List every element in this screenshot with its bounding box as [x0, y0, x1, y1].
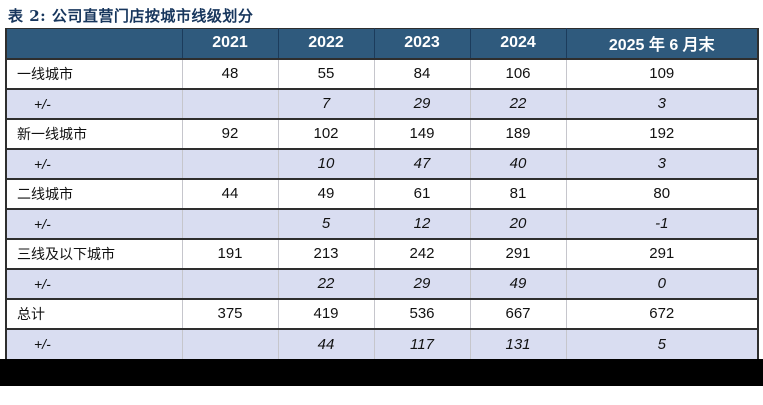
- delta-row: +/- 44 117 131 5: [6, 327, 758, 359]
- value-cell: 80: [565, 177, 758, 209]
- value-cell: 117: [373, 327, 470, 359]
- value-cell: 20: [469, 207, 566, 239]
- value-cell: 191: [181, 237, 278, 269]
- value-cell: 10: [277, 147, 374, 179]
- value-cell: 672: [565, 297, 758, 329]
- value-cell: [181, 327, 278, 359]
- row-label: 二线城市: [6, 177, 182, 209]
- value-cell: 84: [373, 57, 470, 89]
- city-row: 一线城市 48 55 84 106 109: [6, 57, 758, 89]
- column-header: 2022: [277, 28, 374, 59]
- value-cell: 29: [373, 267, 470, 299]
- city-row: 三线及以下城市 191 213 242 291 291: [6, 237, 758, 269]
- value-cell: 109: [565, 57, 758, 89]
- value-cell: 92: [181, 117, 278, 149]
- value-cell: 48: [181, 57, 278, 89]
- value-cell: 49: [469, 267, 566, 299]
- row-label: +/-: [6, 267, 182, 299]
- value-cell: 419: [277, 297, 374, 329]
- value-cell: [181, 87, 278, 119]
- value-cell: 5: [277, 207, 374, 239]
- row-label: +/-: [6, 327, 182, 359]
- row-label: 三线及以下城市: [6, 237, 182, 269]
- value-cell: 7: [277, 87, 374, 119]
- value-cell: 242: [373, 237, 470, 269]
- city-row: 新一线城市 92 102 149 189 192: [6, 117, 758, 149]
- value-cell: 61: [373, 177, 470, 209]
- value-cell: 149: [373, 117, 470, 149]
- value-cell: 22: [469, 87, 566, 119]
- row-label: 总计: [6, 297, 182, 329]
- value-cell: -1: [565, 207, 758, 239]
- value-cell: 3: [565, 147, 758, 179]
- column-header: 2023: [373, 28, 470, 59]
- row-label: +/-: [6, 87, 182, 119]
- value-cell: 44: [277, 327, 374, 359]
- value-cell: 192: [565, 117, 758, 149]
- value-cell: 5: [565, 327, 758, 359]
- delta-row: +/- 5 12 20 -1: [6, 207, 758, 239]
- value-cell: 22: [277, 267, 374, 299]
- city-tier-store-table: 2021 2022 2023 2024 2025 年 6 月末 一线城市 48 55 84 10…: [5, 28, 759, 359]
- value-cell: 29: [373, 87, 470, 119]
- value-cell: 667: [469, 297, 566, 329]
- bottom-black-bar: [0, 358, 763, 386]
- value-cell: 131: [469, 327, 566, 359]
- city-row: 二线城市 44 49 61 81 80: [6, 177, 758, 209]
- value-cell: 0: [565, 267, 758, 299]
- delta-row: +/- 7 29 22 3: [6, 87, 758, 119]
- value-cell: 102: [277, 117, 374, 149]
- delta-row: +/- 22 29 49 0: [6, 267, 758, 299]
- value-cell: 3: [565, 87, 758, 119]
- value-cell: 536: [373, 297, 470, 329]
- city-row: 总计 375 419 536 667 672: [6, 297, 758, 329]
- value-cell: 291: [565, 237, 758, 269]
- delta-row: +/- 10 47 40 3: [6, 147, 758, 179]
- table-title: 表 2: 公司直营门店按城市线级划分: [8, 7, 254, 25]
- value-cell: 213: [277, 237, 374, 269]
- row-label: 新一线城市: [6, 117, 182, 149]
- row-label: +/-: [6, 207, 182, 239]
- value-cell: 106: [469, 57, 566, 89]
- column-header: 2021: [181, 28, 278, 59]
- value-cell: 44: [181, 177, 278, 209]
- corner-cell: [6, 28, 182, 59]
- column-header: 2024: [469, 28, 566, 59]
- value-cell: 375: [181, 297, 278, 329]
- value-cell: 40: [469, 147, 566, 179]
- value-cell: 49: [277, 177, 374, 209]
- row-label: 一线城市: [6, 57, 182, 89]
- value-cell: 55: [277, 57, 374, 89]
- value-cell: [181, 147, 278, 179]
- row-label: +/-: [6, 147, 182, 179]
- column-header: 2025 年 6 月末: [565, 28, 758, 59]
- value-cell: [181, 267, 278, 299]
- value-cell: 291: [469, 237, 566, 269]
- header-row: 2021 2022 2023 2024 2025 年 6 月末: [6, 28, 758, 59]
- value-cell: [181, 207, 278, 239]
- value-cell: 12: [373, 207, 470, 239]
- value-cell: 81: [469, 177, 566, 209]
- table-body: 一线城市 48 55 84 106 109 +/- 7 29 22 3 新一线城市 92 102 149 18…: [6, 57, 758, 359]
- value-cell: 189: [469, 117, 566, 149]
- value-cell: 47: [373, 147, 470, 179]
